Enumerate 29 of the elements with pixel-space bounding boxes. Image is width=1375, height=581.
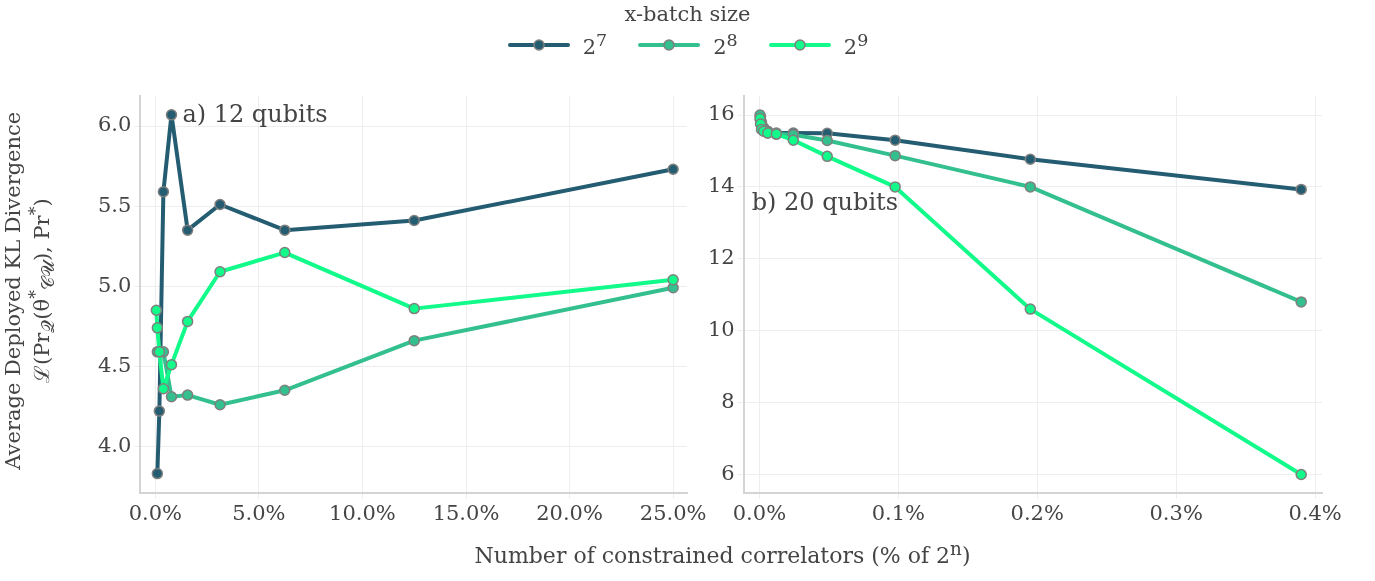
y-tick-label: 16 — [707, 101, 735, 126]
annotation: a) 12 qubits — [182, 99, 328, 128]
x-tick-label: 20.0% — [536, 500, 603, 525]
x-tick-label: 0.0% — [128, 500, 182, 525]
legend-title: x-batch size — [623, 2, 752, 26]
x-tick-label: 0.3% — [1149, 500, 1203, 525]
x-tick-label: 25.0% — [639, 500, 707, 525]
x-tick-label: 10.0% — [329, 500, 396, 525]
y-tick-label: 12 — [707, 245, 735, 270]
annotation: b) 20 qubits — [751, 187, 899, 216]
legend-label: 2$^{8}$ — [713, 30, 738, 59]
y-tick-label: 5.0 — [97, 272, 132, 297]
y-tick-label: 6.0 — [97, 112, 132, 137]
y-tick-label: 10 — [707, 317, 735, 342]
legend-label: 2$^{9}$ — [843, 30, 869, 59]
x-tick-label: 0.4% — [1288, 500, 1342, 525]
y-tick-label: 14 — [707, 173, 735, 198]
y-tick-label: 6 — [721, 460, 735, 485]
legend-label: 2$^{7}$ — [582, 30, 608, 59]
x-tick-label: 0.0% — [732, 500, 787, 525]
y-tick-label: 8 — [721, 389, 735, 414]
y-tick-label: 4.0 — [97, 432, 132, 457]
x-tick-label: 0.2% — [1010, 500, 1064, 525]
y-tick-label: 5.5 — [97, 192, 132, 217]
x-tick-label: 15.0% — [432, 500, 500, 525]
x-tick-label: 0.1% — [871, 500, 926, 525]
x-tick-label: 5.0% — [232, 500, 286, 525]
x-axis-title: Number of constrained correlators (% of 2$^{n}$) — [473, 538, 972, 569]
y-tick-label: 4.5 — [97, 352, 132, 377]
